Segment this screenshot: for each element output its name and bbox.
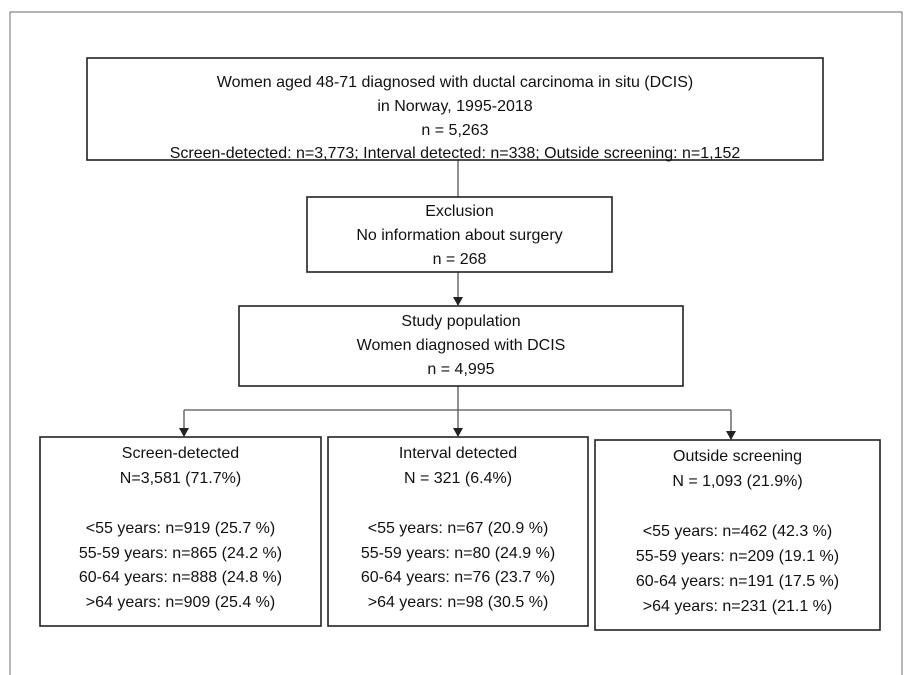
box-text: Screen-detected: n=3,773; Interval detec…	[170, 145, 741, 162]
box	[238, 305, 684, 387]
box-text: <55 years: n=67 (20.9 %)	[368, 520, 549, 537]
box-text: >64 years: n=98 (30.5 %)	[368, 594, 549, 611]
box	[86, 57, 824, 161]
box-text: 55-59 years: n=80 (24.9 %)	[361, 545, 555, 562]
box	[594, 439, 881, 631]
box-text: 55-59 years: n=865 (24.2 %)	[79, 545, 282, 562]
box-text: <55 years: n=462 (42.3 %)	[643, 523, 832, 540]
box-text: Women aged 48-71 diagnosed with ductal c…	[217, 74, 693, 91]
box-text: 60-64 years: n=191 (17.5 %)	[636, 573, 839, 590]
box-text: N=3,581 (71.7%)	[120, 470, 241, 487]
box-text: Screen-detected	[122, 445, 239, 462]
box-text: Outside screening	[673, 448, 802, 465]
box-text: n = 4,995	[427, 361, 494, 378]
box	[327, 436, 589, 627]
box-text: 55-59 years: n=209 (19.1 %)	[636, 548, 839, 565]
box-text: >64 years: n=909 (25.4 %)	[86, 594, 275, 611]
box-text: Exclusion	[425, 203, 493, 220]
box-text: 60-64 years: n=888 (24.8 %)	[79, 569, 282, 586]
box-text: No information about surgery	[356, 227, 562, 244]
box-text: <55 years: n=919 (25.7 %)	[86, 520, 275, 537]
box-text: n = 5,263	[421, 122, 488, 139]
box-text: >64 years: n=231 (21.1 %)	[643, 598, 832, 615]
box	[39, 436, 322, 627]
box-text: in Norway, 1995-2018	[377, 98, 532, 115]
box-text: Study population	[401, 313, 520, 330]
box-text: Women diagnosed with DCIS	[357, 337, 566, 354]
frame	[9, 11, 903, 675]
box-text: Interval detected	[399, 445, 517, 462]
box-text: N = 1,093 (21.9%)	[672, 473, 802, 490]
box-text: N = 321 (6.4%)	[404, 470, 512, 487]
box-text: 60-64 years: n=76 (23.7 %)	[361, 569, 555, 586]
box-text: n = 268	[433, 251, 487, 268]
box	[306, 196, 613, 273]
